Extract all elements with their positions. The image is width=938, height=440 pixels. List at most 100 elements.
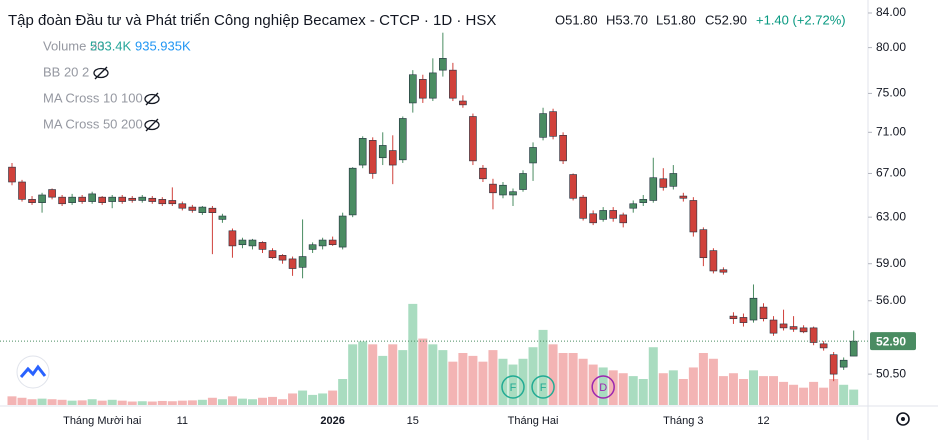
event-marker[interactable] [501, 375, 525, 399]
volume-bar [378, 355, 388, 405]
candle-body [579, 196, 587, 219]
event-marker[interactable] [531, 375, 555, 399]
candle-body [569, 174, 577, 199]
ohlc-header: O51.80 H53.70 L51.80 C52.90 +1.40 (+2.72%) [555, 12, 846, 27]
candle-body [368, 140, 377, 174]
volume-bar [468, 355, 478, 405]
event-label: F [510, 382, 517, 394]
candle-body [278, 255, 287, 261]
volume-bar [237, 398, 247, 405]
candle-body [539, 113, 547, 138]
candle-body [168, 200, 177, 205]
eye-off-icon [145, 92, 159, 106]
last-price-label: 52.90 [876, 334, 906, 348]
volume-bar [137, 401, 147, 405]
eye-off-icon[interactable] [144, 119, 160, 131]
indicator-name: BB 20 2 [43, 64, 89, 79]
candle-body [238, 239, 247, 246]
volume-bar [278, 399, 288, 405]
y-tick-label: 56.00 [876, 293, 906, 307]
volume-bar [197, 399, 207, 405]
y-tick-label: 59.00 [876, 256, 906, 270]
candle-body [58, 196, 66, 205]
volume-bar [77, 400, 87, 405]
eye-off-icon[interactable] [144, 93, 160, 105]
candle-body [519, 173, 527, 190]
candle-body [649, 177, 658, 201]
candle-body [559, 135, 567, 162]
volume-bar [478, 361, 488, 405]
volume-bar [147, 401, 157, 405]
volume-bar [177, 400, 187, 405]
volume-bar [157, 400, 167, 405]
candle-body [248, 239, 257, 247]
candle-body [358, 138, 367, 166]
volume-bar [809, 381, 819, 405]
indicator-name: Volume 20 [43, 38, 104, 53]
ohlc-value: O51.80 [555, 12, 598, 27]
candle-body [228, 230, 237, 247]
volume-bar [438, 350, 448, 405]
candle-body [98, 196, 106, 203]
volume-bar [268, 396, 278, 405]
candle-body [8, 166, 16, 183]
volume-bar [548, 344, 558, 405]
candle-body [419, 79, 427, 99]
volume-bar [678, 379, 688, 405]
volume-bar [27, 399, 37, 405]
volume-bar [728, 373, 738, 405]
candle-body [619, 214, 628, 224]
y-tick-label: 50.50 [876, 366, 906, 380]
candle-body [679, 195, 688, 199]
candle-body [509, 191, 517, 196]
candle-body [298, 256, 307, 268]
candle-body [178, 203, 187, 209]
logo[interactable] [16, 355, 50, 389]
ohlc-value: +1.40 (+2.72%) [756, 12, 846, 27]
volume-bar [338, 379, 348, 405]
candle-body [529, 147, 537, 164]
candle-body [439, 58, 447, 71]
event-label: D [599, 382, 607, 394]
event-marker[interactable] [591, 375, 615, 399]
volume-bar [658, 373, 668, 405]
y-tick-label: 75.00 [876, 86, 906, 100]
candle-body [769, 319, 778, 334]
ohlc-value: C52.90 [705, 12, 747, 27]
candle-body [719, 269, 728, 273]
volume-bar [47, 399, 57, 405]
candle-body [749, 297, 758, 321]
volume-bar [348, 344, 358, 405]
candle-body [729, 315, 738, 320]
candle-body [338, 215, 347, 248]
volume-bar [588, 364, 598, 405]
volume-bar [708, 358, 718, 405]
candle-body [849, 340, 858, 357]
candle-body [318, 239, 327, 247]
settings-icon[interactable] [896, 412, 910, 426]
volume-bar [718, 376, 728, 405]
candle-body [689, 200, 698, 233]
volume-bar [578, 358, 588, 405]
candle-body [669, 173, 678, 187]
candle-body [739, 317, 748, 323]
volume-bar [538, 329, 548, 405]
volume-bar [388, 344, 398, 405]
volume-bar [217, 399, 227, 405]
event-label: F [540, 382, 547, 394]
eye-off-icon[interactable] [93, 67, 109, 79]
candle-body [429, 72, 437, 99]
volume-bar [759, 376, 768, 405]
candle-body [789, 326, 798, 330]
candle-body [198, 206, 207, 213]
y-tick-label: 63.00 [876, 209, 906, 223]
candle-body [449, 69, 457, 99]
candle-body [489, 183, 497, 194]
volume-bar [508, 364, 518, 405]
candle-body [629, 203, 638, 209]
volume-bar [368, 344, 378, 405]
volume-bar [207, 397, 217, 405]
candle-body [148, 197, 157, 202]
